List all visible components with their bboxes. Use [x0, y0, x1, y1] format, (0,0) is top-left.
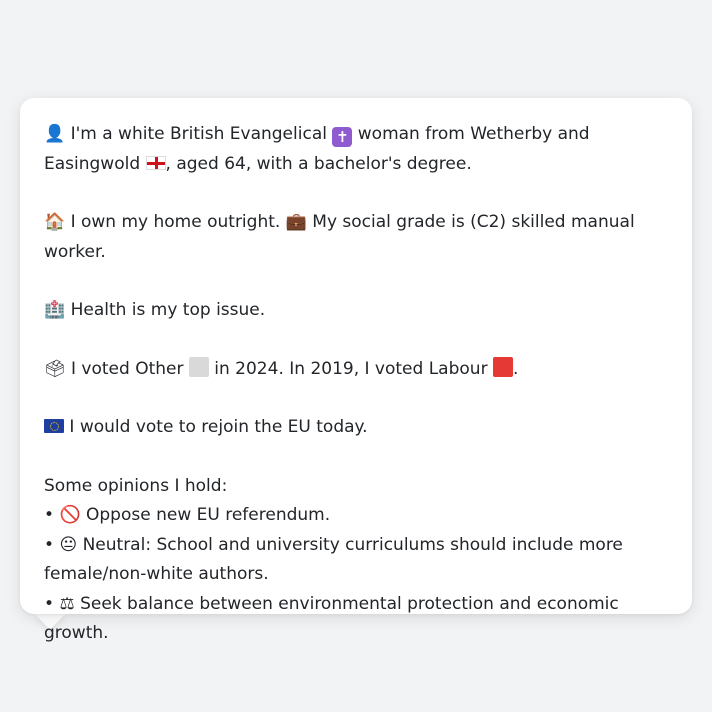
persona-speech-bubble: 👤 I'm a white British Evangelical ✝ woma…: [20, 98, 692, 643]
party-color-labour: [492, 356, 513, 377]
opinion-item: • ⚖ Seek balance between environmental p…: [44, 590, 682, 649]
hospital-icon: 🏥: [44, 300, 66, 320]
intro-paragraph: 👤 I'm a white British Evangelical ✝ woma…: [44, 120, 682, 179]
vote-text-b: in 2024. In 2019, I voted Labour: [208, 358, 493, 379]
opinions-section: Some opinions I hold: • 🚫 Oppose new EU …: [44, 472, 682, 649]
person-silhouette-icon: 👤: [44, 124, 66, 144]
intro-text-a: I'm a white British Evangelical: [65, 124, 333, 144]
ballot-box-icon: 🗳: [44, 358, 66, 379]
intro-text-b: woman from Wetherby and Easingwold: [44, 124, 590, 174]
latin-cross-icon: ✝: [332, 127, 353, 147]
vote-text-c: .: [512, 358, 519, 379]
home-paragraph: 🏠 I own my home outright. 💼 My social gr…: [44, 208, 682, 267]
intro-text-c: , aged 64, with a bachelor's degree.: [165, 153, 472, 174]
home-text-b: My social grade is (C2) skilled manual w…: [44, 212, 635, 262]
bullet: •: [44, 534, 55, 555]
issue-paragraph: 🏥 Health is my top issue.: [44, 296, 682, 326]
neutral-face-icon: 😐: [59, 534, 78, 555]
party-color-other: [188, 356, 209, 377]
vote-text-a: I voted Other: [65, 358, 189, 379]
eu-flag-icon: [44, 419, 64, 433]
opinions-heading: Some opinions I hold:: [44, 475, 228, 496]
eu-text: I would vote to rejoin the EU today.: [64, 417, 368, 437]
issue-text: Health is my top issue.: [65, 300, 266, 320]
briefcase-icon: 💼: [285, 212, 307, 232]
bullet: •: [44, 505, 55, 525]
england-flag-icon: [145, 155, 166, 170]
no-entry-icon: 🚫: [59, 505, 81, 525]
opinion-text: Neutral: School and university curriculu…: [44, 534, 623, 585]
opinion-text: Seek balance between environmental prote…: [44, 593, 619, 644]
bullet: •: [44, 593, 55, 614]
eu-paragraph: I would vote to rejoin the EU today.: [44, 413, 682, 443]
house-icon: 🏠: [44, 212, 66, 232]
opinion-text: Oppose new EU referendum.: [80, 505, 331, 525]
opinion-item: • 🚫 Oppose new EU referendum.: [44, 501, 682, 531]
home-text-a: I own my home outright.: [65, 212, 286, 232]
balance-scale-icon: ⚖: [59, 593, 75, 614]
vote-paragraph: 🗳 I voted Other in 2024. In 2019, I vote…: [44, 355, 682, 385]
opinion-item: • 😐 Neutral: School and university curri…: [44, 531, 682, 590]
